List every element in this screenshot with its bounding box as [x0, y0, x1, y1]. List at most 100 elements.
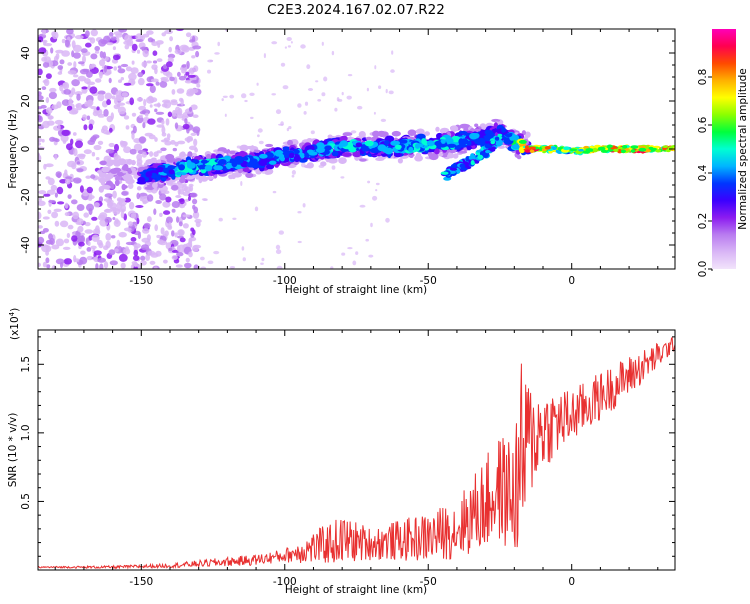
- noise-blob: [375, 189, 378, 192]
- noise-blob: [162, 99, 171, 104]
- noise-blob: [229, 94, 235, 99]
- noise-blob: [59, 84, 64, 92]
- noise-blob: [152, 50, 158, 56]
- noise-blob: [192, 245, 199, 252]
- ridge-core-blob: [665, 149, 671, 153]
- noise-blob: [137, 264, 142, 269]
- noise-blob: [257, 128, 263, 133]
- noise-blob: [154, 137, 158, 142]
- noise-blob: [46, 189, 56, 195]
- y-tick-label: 1.5: [20, 356, 32, 373]
- ridge-halo-blob: [121, 183, 127, 191]
- noise-blob: [159, 193, 167, 201]
- noise-blob: [175, 106, 181, 114]
- noise-blob: [73, 255, 77, 263]
- ridge-core-blob: [436, 141, 442, 147]
- noise-blob: [50, 184, 58, 191]
- noise-blob: [149, 85, 156, 94]
- noise-blob: [101, 125, 108, 131]
- noise-blob: [280, 62, 286, 67]
- noise-blob: [374, 65, 377, 70]
- ridge-halo-blob: [180, 151, 186, 157]
- noise-blob: [81, 86, 88, 90]
- ridge-core-blob: [446, 137, 454, 145]
- ridge-core-blob: [504, 133, 513, 138]
- noise-blob: [149, 104, 153, 108]
- noise-blob: [366, 87, 369, 92]
- noise-blob: [136, 217, 140, 225]
- noise-blob: [103, 261, 109, 269]
- noise-blob: [182, 123, 190, 130]
- noise-blob: [172, 147, 177, 152]
- noise-blob: [90, 136, 98, 141]
- branch-blob: [489, 148, 496, 152]
- noise-blob: [225, 29, 228, 32]
- ridge-halo-blob: [391, 130, 401, 137]
- noise-blob: [276, 265, 283, 269]
- ridge-halo-blob: [524, 131, 531, 138]
- noise-blob: [189, 192, 198, 198]
- noise-blob: [46, 264, 51, 269]
- noise-blob: [55, 258, 65, 265]
- snr-multiplier: (x104): [8, 308, 21, 340]
- noise-blob: [256, 82, 259, 86]
- noise-blob: [160, 227, 165, 235]
- noise-blob: [184, 262, 192, 269]
- noise-blob: [63, 238, 70, 244]
- noise-blob: [51, 211, 59, 219]
- ridge-core-blob: [355, 142, 363, 148]
- noise-blob: [72, 211, 80, 220]
- noise-blob: [388, 90, 394, 95]
- ridge-halo-blob: [179, 177, 186, 184]
- ridge-core-blob: [384, 140, 390, 145]
- noise-blob: [123, 213, 127, 221]
- noise-blob: [133, 143, 143, 152]
- noise-blob: [38, 225, 43, 229]
- ridge-halo-blob: [382, 131, 389, 137]
- noise-blob: [161, 119, 165, 125]
- noise-blob: [193, 138, 198, 147]
- noise-blob: [341, 252, 346, 256]
- noise-blob: [303, 111, 307, 115]
- noise-blob: [258, 140, 264, 145]
- noise-blob: [146, 83, 154, 87]
- noise-blob: [250, 116, 254, 120]
- noise-blob: [121, 141, 128, 147]
- noise-blob: [93, 202, 100, 208]
- noise-blob: [75, 140, 83, 149]
- ridge-core-blob: [186, 162, 196, 169]
- ridge-core-blob: [200, 159, 209, 164]
- ridge-core-blob: [218, 159, 227, 165]
- noise-blob: [161, 32, 167, 37]
- noise-blob: [105, 148, 115, 154]
- noise-blob: [84, 229, 94, 234]
- snr-ticks: -150 -100 -50 0 0.5 1.0 1.5: [20, 330, 675, 588]
- noise-blob: [59, 220, 69, 228]
- noise-blob: [159, 212, 163, 217]
- ridge-halo-blob: [414, 129, 425, 134]
- noise-blob: [257, 134, 260, 138]
- ridge-core-blob: [563, 146, 570, 151]
- noise-blob: [38, 47, 47, 54]
- noise-blob: [260, 262, 264, 265]
- noise-blob: [104, 208, 110, 213]
- noise-blob: [280, 121, 284, 126]
- x-tick-label: -150: [129, 275, 153, 287]
- noise-blob: [51, 265, 57, 269]
- noise-blob: [340, 176, 345, 179]
- noise-blob: [159, 80, 168, 88]
- noise-blob: [161, 103, 168, 108]
- noise-blob: [372, 195, 378, 201]
- noise-blob: [121, 92, 128, 97]
- noise-blob: [154, 108, 158, 113]
- noise-blob: [307, 88, 314, 91]
- noise-blob: [113, 31, 123, 36]
- noise-blob: [117, 208, 126, 212]
- noise-blob: [66, 233, 71, 238]
- noise-blob: [82, 55, 86, 64]
- noise-blob: [357, 105, 363, 110]
- noise-blob: [217, 41, 220, 47]
- branch-blob: [477, 154, 484, 160]
- noise-blob: [57, 65, 64, 70]
- noise-blob: [207, 69, 211, 74]
